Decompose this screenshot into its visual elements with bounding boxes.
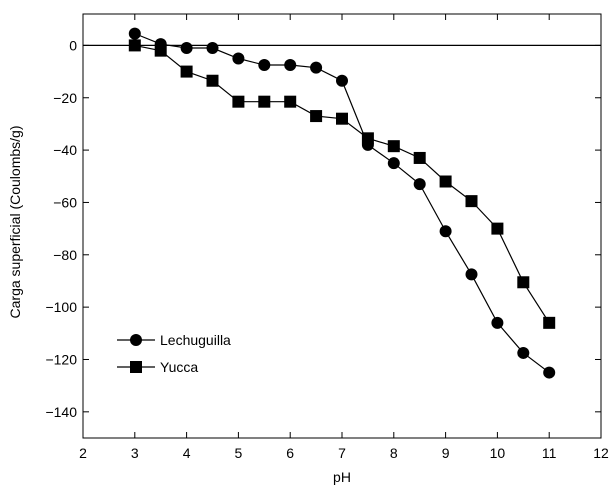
- tick-layer: 2 3 4 5 6 7 8 9 10 11 12 0 −20 −40 −60 −80 −100 −120 −140: [45, 14, 609, 461]
- y-axis-label: Carga superficial (Coulombs/g): [7, 126, 23, 319]
- x-tick-label: 7: [338, 445, 346, 461]
- data-point-yucca: [180, 65, 193, 78]
- legend-label-lechuguilla: Lechuguilla: [160, 332, 231, 348]
- data-point-yucca: [361, 132, 374, 145]
- x-tick-label: 8: [390, 445, 398, 461]
- y-tick-label: −100: [45, 299, 77, 315]
- x-tick-label: 10: [490, 445, 506, 461]
- data-point-lechuguilla: [517, 346, 530, 359]
- series-lechuguilla: [128, 27, 556, 379]
- data-point-yucca: [206, 74, 219, 87]
- series-line-yucca: [134, 44, 550, 324]
- data-point-lechuguilla: [258, 59, 271, 72]
- data-point-lechuguilla: [491, 316, 504, 329]
- data-point-yucca: [439, 175, 452, 188]
- legend-label-yucca: Yucca: [160, 359, 198, 375]
- legend-marker-lechuguilla: [130, 334, 142, 346]
- series-yucca: [128, 39, 556, 329]
- y-tick-label: −60: [53, 194, 77, 210]
- legend-item-lechuguilla: Lechuguilla: [117, 332, 231, 348]
- y-tick-label: −20: [53, 90, 77, 106]
- series-layer: [128, 27, 556, 379]
- data-point-yucca: [128, 39, 141, 52]
- data-point-yucca: [491, 222, 504, 235]
- x-tick-label: 2: [79, 445, 87, 461]
- data-point-lechuguilla: [232, 52, 245, 65]
- data-point-lechuguilla: [310, 61, 323, 74]
- x-tick-label: 12: [593, 445, 609, 461]
- data-point-yucca: [310, 110, 323, 123]
- data-point-lechuguilla: [336, 74, 348, 87]
- data-point-yucca: [258, 95, 271, 108]
- x-tick-label: 4: [183, 445, 191, 461]
- data-point-yucca: [336, 112, 348, 125]
- data-point-lechuguilla: [284, 59, 297, 72]
- x-axis-label: pH: [333, 469, 351, 485]
- data-point-lechuguilla: [543, 366, 556, 379]
- y-tick-label: 0: [69, 37, 77, 53]
- legend-item-yucca: Yucca: [117, 359, 198, 375]
- data-point-lechuguilla: [206, 42, 219, 55]
- x-tick-label: 9: [442, 445, 450, 461]
- data-point-yucca: [543, 316, 556, 329]
- data-point-yucca: [413, 151, 426, 164]
- legend: Lechuguilla Yucca: [117, 332, 231, 375]
- data-point-yucca: [387, 140, 400, 153]
- x-tick-label: 11: [542, 445, 557, 461]
- data-point-lechuguilla: [465, 268, 478, 281]
- data-point-lechuguilla: [439, 225, 452, 238]
- data-point-lechuguilla: [387, 157, 400, 170]
- data-point-yucca: [465, 195, 478, 208]
- y-tick-label: −40: [53, 142, 77, 158]
- y-tick-label: −120: [45, 351, 77, 367]
- y-tick-label: −80: [53, 247, 77, 263]
- x-tick-label: 3: [131, 445, 139, 461]
- data-point-lechuguilla: [128, 27, 141, 40]
- data-point-yucca: [154, 44, 167, 57]
- data-point-yucca: [284, 95, 297, 108]
- legend-marker-yucca: [130, 361, 142, 373]
- x-tick-label: 5: [235, 445, 243, 461]
- x-tick-label: 6: [286, 445, 294, 461]
- data-point-lechuguilla: [180, 42, 193, 55]
- y-tick-label: −140: [45, 404, 77, 420]
- data-point-yucca: [517, 276, 530, 289]
- data-point-yucca: [232, 95, 245, 108]
- data-point-lechuguilla: [413, 178, 426, 191]
